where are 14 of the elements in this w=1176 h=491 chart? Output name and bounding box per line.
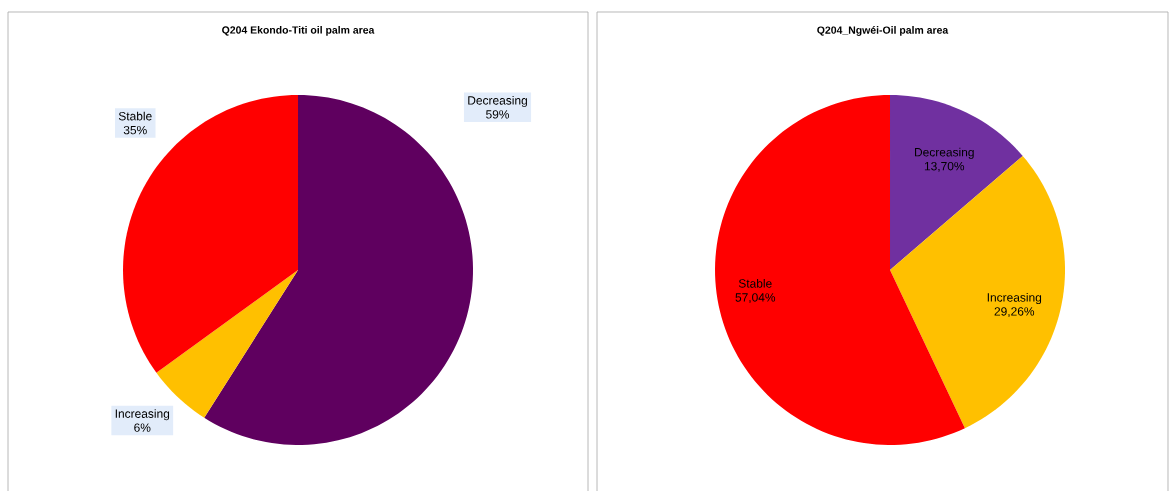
slice-label: Increasing [115,409,170,421]
chart-title: Q204_Ngwéi-Oil palm area [817,26,949,36]
slice-label: Stable [738,278,772,288]
chart-title: Q204 Ekondo-Titi oil palm area [222,26,375,36]
data-label: 59% [486,110,510,119]
slice-label: Stable [118,111,152,121]
slice-label: Decreasing [915,147,974,159]
data-label: 13,70% [924,161,965,172]
slice-label: Decreasing [468,95,527,108]
data-label: 57,04% [735,293,776,304]
slice-label: Increasing [987,292,1042,305]
data-label: 6% [134,423,151,432]
data-label: 29,26% [994,307,1035,318]
data-label: 35% [123,125,147,135]
